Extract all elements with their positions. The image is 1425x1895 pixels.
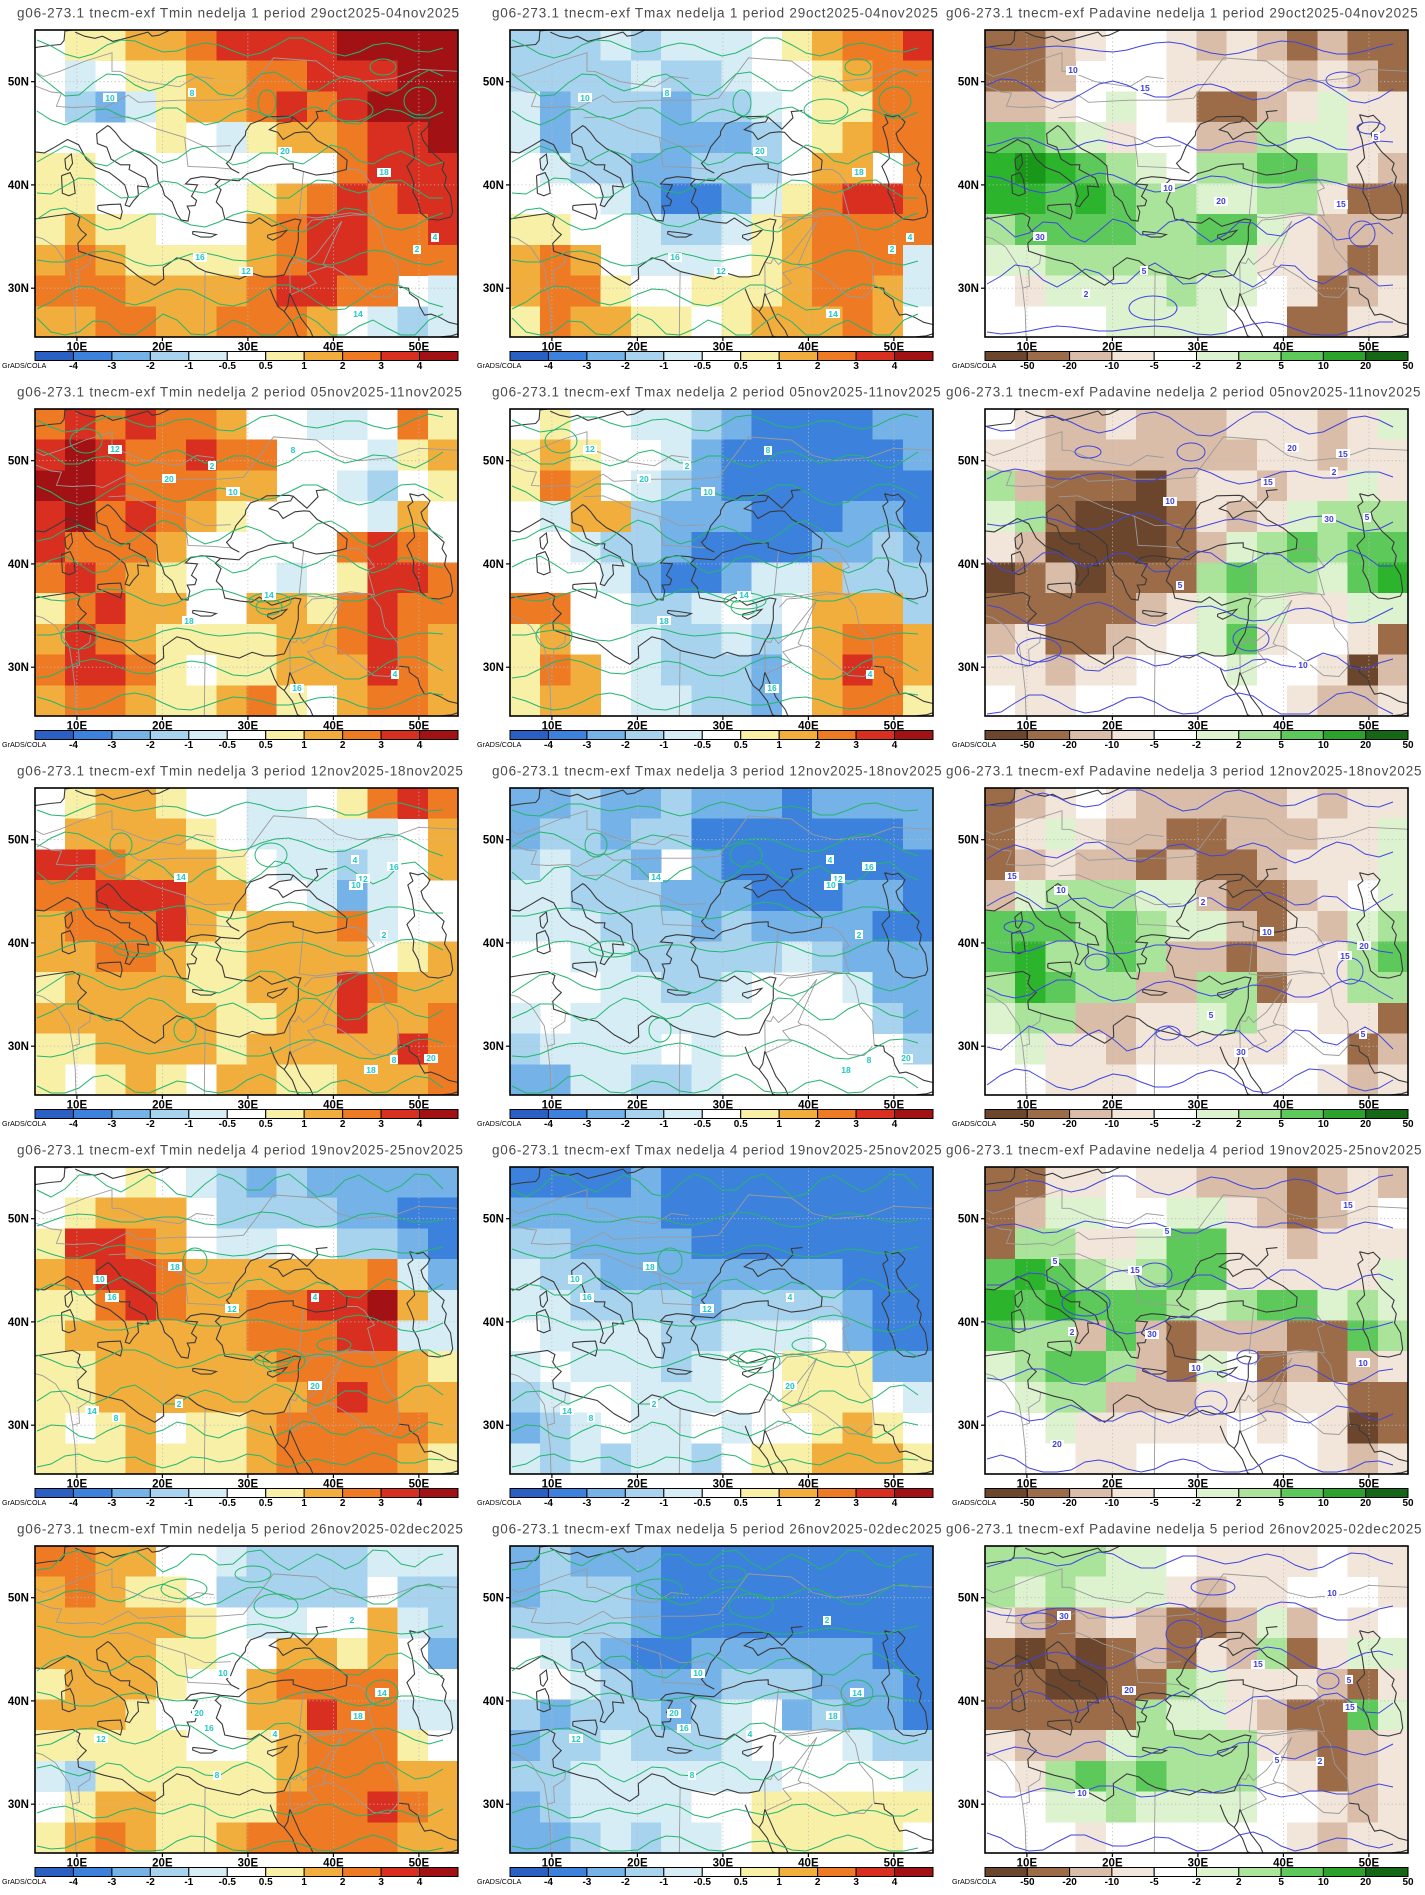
svg-text:g06-273.1 tnecm-exf Padavine n: g06-273.1 tnecm-exf Padavine nedelja 4 p… [946, 1143, 1422, 1158]
svg-text:g06-273.1 tnecm-exf Padavine n: g06-273.1 tnecm-exf Padavine nedelja 5 p… [946, 1522, 1422, 1537]
svg-text:g06-273.1 tnecm-exf Tmin nedel: g06-273.1 tnecm-exf Tmin nedelja 4 perio… [17, 1143, 464, 1158]
svg-text:g06-273.1 tnecm-exf Tmax nedel: g06-273.1 tnecm-exf Tmax nedelja 5 perio… [492, 1522, 942, 1537]
svg-text:g06-273.1 tnecm-exf Tmax nedel: g06-273.1 tnecm-exf Tmax nedelja 2 perio… [492, 385, 941, 400]
svg-text:g06-273.1 tnecm-exf Tmin nedel: g06-273.1 tnecm-exf Tmin nedelja 2 perio… [17, 385, 463, 400]
svg-text:g06-273.1 tnecm-exf Padavine n: g06-273.1 tnecm-exf Padavine nedelja 2 p… [946, 385, 1421, 400]
svg-text:g06-273.1 tnecm-exf Tmax nedel: g06-273.1 tnecm-exf Tmax nedelja 4 perio… [492, 1143, 942, 1158]
svg-text:g06-273.1 tnecm-exf Tmin nedel: g06-273.1 tnecm-exf Tmin nedelja 5 perio… [17, 1522, 464, 1537]
svg-text:g06-273.1 tnecm-exf Padavine n: g06-273.1 tnecm-exf Padavine nedelja 1 p… [946, 6, 1419, 21]
svg-text:g06-273.1 tnecm-exf Tmin nedel: g06-273.1 tnecm-exf Tmin nedelja 3 perio… [17, 764, 464, 779]
svg-text:g06-273.1 tnecm-exf Tmin nedel: g06-273.1 tnecm-exf Tmin nedelja 1 perio… [17, 6, 460, 21]
svg-text:g06-273.1 tnecm-exf Padavine n: g06-273.1 tnecm-exf Padavine nedelja 3 p… [946, 764, 1422, 779]
svg-text:g06-273.1 tnecm-exf Tmax nedel: g06-273.1 tnecm-exf Tmax nedelja 3 perio… [492, 764, 942, 779]
svg-text:g06-273.1 tnecm-exf Tmax nedel: g06-273.1 tnecm-exf Tmax nedelja 1 perio… [492, 6, 939, 21]
